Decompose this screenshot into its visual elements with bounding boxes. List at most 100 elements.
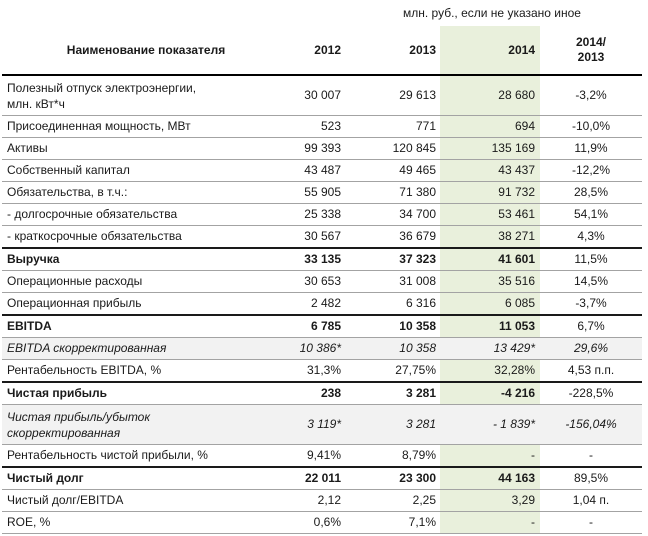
value-2012-cell: 523 — [290, 115, 345, 138]
table-row: - долгосрочные обязательства 25 338 34 7… — [2, 203, 642, 226]
value-2014-cell: 694 — [440, 115, 540, 138]
change-cell: 28,5% — [540, 181, 642, 204]
change-cell: -156,04% — [540, 404, 642, 445]
value-2013-cell: 3 281 — [345, 381, 440, 405]
row-label-cell: - долгосрочные обязательства — [2, 203, 290, 226]
value-2012-cell: 9,41% — [290, 444, 345, 467]
value-2014-cell: - — [440, 511, 540, 534]
table-row: Полезный отпуск электроэнергии, млн. кВт… — [2, 75, 642, 116]
value-2014-cell: 41 601 — [440, 247, 540, 271]
change-cell: 14,5% — [540, 270, 642, 293]
change-cell: -12,2% — [540, 159, 642, 182]
value-2012-cell: 10 386* — [290, 337, 345, 360]
value-2013-cell: 10 358 — [345, 337, 440, 360]
table-row: Обязательства, в т.ч.: 55 905 71 380 91 … — [2, 181, 642, 204]
change-cell: 11,9% — [540, 137, 642, 160]
value-2012-cell: 30 567 — [290, 225, 345, 248]
change-cell: 4,53 п.п. — [540, 359, 642, 382]
value-2014-cell: 3,29 — [440, 489, 540, 512]
column-header-change: 2014/ 2013 — [540, 26, 642, 76]
value-2014-cell: 135 169 — [440, 137, 540, 160]
value-2012-cell: 3 119* — [290, 404, 345, 445]
value-2014-cell: 91 732 — [440, 181, 540, 204]
header-row: Наименование показателя 2012 2013 2014 2… — [2, 26, 642, 76]
value-2013-cell: 36 679 — [345, 225, 440, 248]
column-header-2012: 2012 — [290, 26, 345, 76]
value-2012-cell: 22 011 — [290, 466, 345, 490]
value-2012-cell: 43 487 — [290, 159, 345, 182]
column-header-change-line2: 2013 — [577, 50, 605, 64]
table-row: Чистый долг/EBITDA 2,12 2,25 3,29 1,04 п… — [2, 489, 642, 512]
value-2013-cell: 120 845 — [345, 137, 440, 160]
table-row: EBITDA скорректированная 10 386* 10 358 … — [2, 337, 642, 360]
column-header-name: Наименование показателя — [2, 26, 290, 76]
value-2014-cell: 32,28% — [440, 359, 540, 382]
row-label-cell: Рентабельность EBITDA, % — [2, 359, 290, 382]
change-cell: 54,1% — [540, 203, 642, 226]
column-header-change-line1: 2014/ — [575, 35, 607, 49]
row-label-cell: Операционная прибыль — [2, 292, 290, 315]
value-2014-cell: 43 437 — [440, 159, 540, 182]
value-2013-cell: 771 — [345, 115, 440, 138]
row-label-cell: EBITDA — [2, 314, 290, 338]
value-2014-cell: 11 053 — [440, 314, 540, 338]
row-label-cell: Присоединенная мощность, МВт — [2, 115, 290, 138]
table-row: ROE, % 0,6% 7,1% - - — [2, 511, 642, 534]
row-label-cell: Активы — [2, 137, 290, 160]
change-cell: 11,5% — [540, 247, 642, 271]
value-2013-cell: 3 281 — [345, 404, 440, 445]
value-2014-cell: 44 163 — [440, 466, 540, 490]
table-row: Выручка 33 135 37 323 41 601 11,5% — [2, 247, 642, 271]
value-2013-cell: 37 323 — [345, 247, 440, 271]
value-2012-cell: 33 135 — [290, 247, 345, 271]
value-2013-cell: 27,75% — [345, 359, 440, 382]
table-row: Операционная прибыль 2 482 6 316 6 085 -… — [2, 292, 642, 315]
row-label-cell: Чистый долг/EBITDA — [2, 489, 290, 512]
row-label-cell: Чистая прибыль/убыток скорректированная — [2, 404, 290, 445]
value-2012-cell: 30 653 — [290, 270, 345, 293]
value-2013-cell: 10 358 — [345, 314, 440, 338]
table-row: Чистая прибыль 238 3 281 -4 216 -228,5% — [2, 381, 642, 405]
value-2014-cell: 35 516 — [440, 270, 540, 293]
value-2012-cell: 30 007 — [304, 88, 341, 102]
value-2012-cell: 31,3% — [290, 359, 345, 382]
value-2013-cell: 34 700 — [345, 203, 440, 226]
unit-note: млн. руб., если не указано иное — [403, 6, 581, 20]
value-2012-cell: 55 905 — [290, 181, 345, 204]
change-cell: 89,5% — [540, 466, 642, 490]
row-label-cell: - краткосрочные обязательства — [2, 225, 290, 248]
table-row: Рентабельность чистой прибыли, % 9,41% 8… — [2, 444, 642, 467]
change-cell: 29,6% — [540, 337, 642, 360]
value-2014-cell: 13 429* — [440, 337, 540, 360]
column-header-2013: 2013 — [345, 26, 440, 76]
table-row: EBITDA 6 785 10 358 11 053 6,7% — [2, 314, 642, 338]
value-2013-cell: 49 465 — [345, 159, 440, 182]
value-2012-cell: 6 785 — [290, 314, 345, 338]
table-row: Чистая прибыль/убыток скорректированная … — [2, 404, 642, 445]
value-2013-cell: 7,1% — [345, 511, 440, 534]
change-cell: 1,04 п. — [540, 489, 642, 512]
table-row: Присоединенная мощность, МВт 523 771 694… — [2, 115, 642, 138]
table-row: - краткосрочные обязательства 30 567 36 … — [2, 225, 642, 248]
row-label-cell: Чистый долг — [2, 466, 290, 490]
row-label-cell: Рентабельность чистой прибыли, % — [2, 444, 290, 467]
change-cell: -3,2% — [575, 88, 607, 102]
row-label-cell: EBITDA скорректированная — [2, 337, 290, 360]
row-label-cell: Выручка — [2, 247, 290, 271]
value-2013-cell: 8,79% — [345, 444, 440, 467]
change-cell: -228,5% — [540, 381, 642, 405]
change-cell: 4,3% — [540, 225, 642, 248]
value-2012-cell: 2 482 — [290, 292, 345, 315]
financial-indicators-table: Наименование показателя 2012 2013 2014 2… — [2, 26, 642, 534]
change-cell: - — [540, 444, 642, 467]
value-2014-cell: - 1 839* — [440, 404, 540, 445]
column-header-2014: 2014 — [440, 26, 540, 76]
value-2012-cell: 0,6% — [290, 511, 345, 534]
value-2013-cell: 29 613 — [399, 88, 436, 102]
change-cell: - — [540, 511, 642, 534]
table-row: Рентабельность EBITDA, % 31,3% 27,75% 32… — [2, 359, 642, 382]
value-2012-cell: 238 — [290, 381, 345, 405]
row-label-cell: Операционные расходы — [2, 270, 290, 293]
table-row: Операционные расходы 30 653 31 008 35 51… — [2, 270, 642, 293]
